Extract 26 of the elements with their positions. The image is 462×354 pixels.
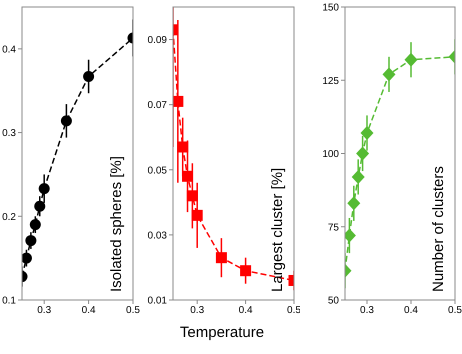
y-tick-label: 0.07: [148, 100, 168, 112]
y-tick-label: 75: [328, 222, 340, 234]
y-tick-label: 0.03: [148, 230, 168, 242]
y-tick-label: 0.09: [148, 35, 168, 46]
x-tick-label: 0.5: [448, 305, 462, 316]
x-tick-label: 0.5: [126, 305, 140, 316]
y-tick-label: 0.1: [2, 296, 16, 307]
x-tick-label: 0.4: [238, 305, 253, 316]
y-tick-label: 0.3: [2, 128, 16, 140]
y-tick-label: 0.05: [148, 165, 168, 176]
y-tick-label: 0.4: [2, 44, 16, 56]
y-tick-label: 100: [322, 149, 340, 160]
y-tick-label: 0.01: [148, 296, 168, 307]
x-tick-label: 0.3: [360, 305, 374, 316]
x-tick-label: 0.4: [82, 305, 96, 316]
y-axis-title: Largest cluster [%]: [269, 168, 286, 292]
x-tick-label: 0.3: [190, 305, 205, 316]
x-axis-title: Temperature: [178, 324, 266, 341]
x-tick-label: 0.4: [404, 305, 418, 316]
y-axis-title: Number of clusters: [430, 166, 447, 292]
x-tick-label: 0.3: [37, 305, 52, 316]
y-tick-label: 50: [328, 296, 340, 307]
y-tick-label: 0.2: [2, 212, 16, 223]
y-tick-label: 125: [322, 76, 340, 87]
y-axis-title: Isolated spheres [%]: [108, 156, 125, 292]
y-tick-label: 150: [322, 2, 340, 14]
